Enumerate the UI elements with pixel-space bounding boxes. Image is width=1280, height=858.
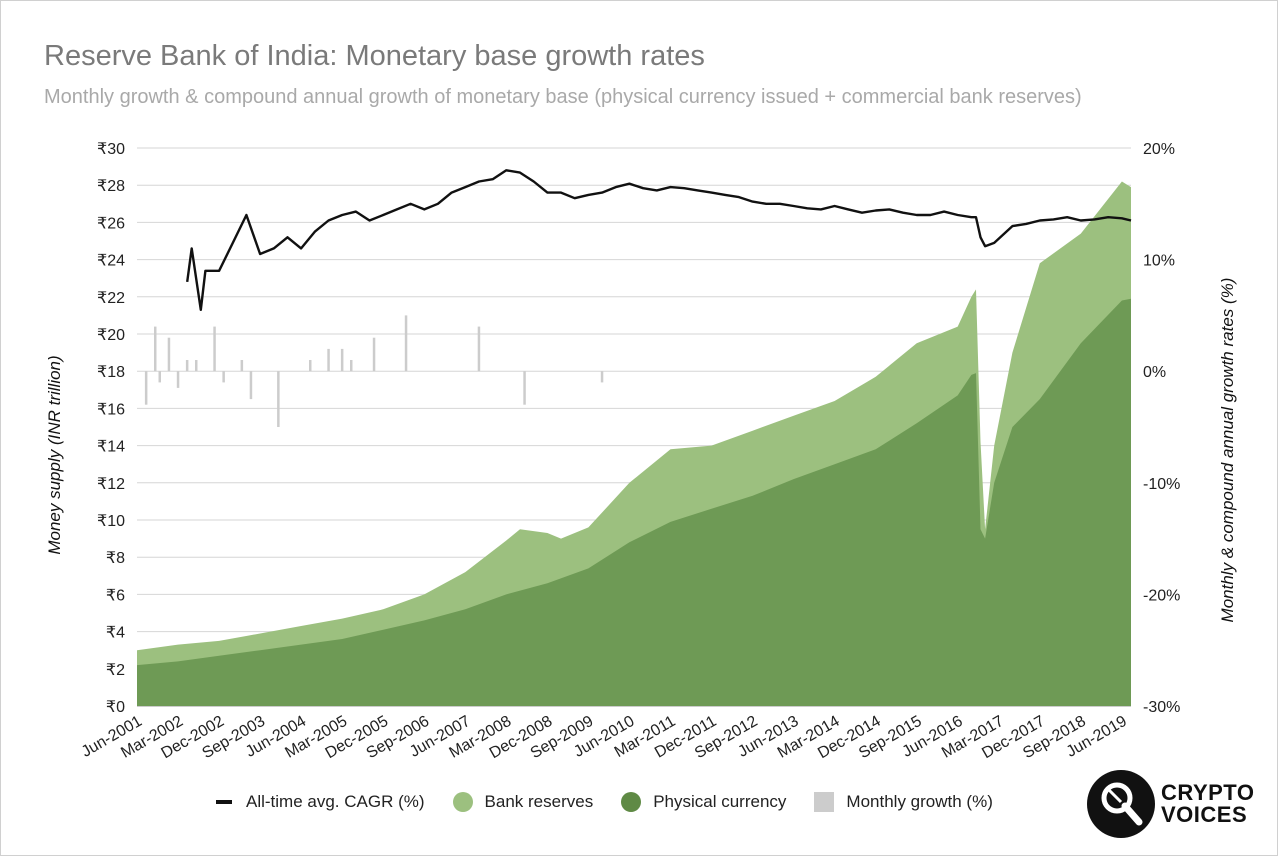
monthly-growth-bar [249,371,253,400]
y-tick-left: ₹16 [97,401,125,418]
y-tick-right: 10% [1143,253,1175,270]
y-tick-right: 20% [1143,141,1175,158]
monthly-growth-bar [309,360,312,372]
logo-text-line2: VOICES [1161,802,1248,827]
legend-label-monthly: Monthly growth (%) [846,792,993,811]
monthly-growth-bar [277,371,280,427]
y-tick-left: ₹8 [106,550,125,567]
monthly-growth-bar [154,326,157,372]
y-tick-left: ₹24 [97,253,125,270]
legend-item-currency: Physical currency [621,792,786,812]
monthly-growth-bar [195,360,198,372]
legend-item-monthly: Monthly growth (%) [814,792,993,812]
y-axis-right-label: Monthly & compound annual growth rates (… [1218,278,1237,623]
monthly-growth-bar [176,371,180,388]
monthly-growth-bar [167,337,171,372]
y-tick-left: ₹0 [106,699,125,716]
y-tick-left: ₹28 [97,178,125,195]
physical-currency-area [137,298,1131,706]
cagr-line-group [186,169,1132,311]
area-series [137,181,1131,706]
monthly-growth-bar [404,315,408,372]
x-axis: Jun-2001Mar-2002Dec-2002Sep-2003Jun-2004… [79,713,1130,762]
monthly-growth-bar [144,371,148,405]
logo-text: CRYPTO VOICES [1161,782,1254,826]
monthly-growth-bar [340,348,344,372]
y-tick-left: ₹14 [97,439,125,456]
legend-label-currency: Physical currency [653,792,787,811]
logo-text-line1: CRYPTO [1161,780,1255,805]
monthly-growth-bar [240,360,244,372]
y-tick-right: -30% [1143,699,1180,716]
legend-label-reserves: Bank reserves [484,792,594,811]
monthly-growth-bar [350,360,353,372]
y-tick-right: 0% [1143,364,1166,381]
legend-swatch-monthly [814,792,835,812]
cagr-line [186,169,1132,311]
y-tick-left: ₹4 [106,625,125,642]
monthly-growth-bar [185,360,189,372]
y-axis-left: ₹0 ₹2 ₹4 ₹6 ₹8 ₹10 ₹12 ₹14 ₹16 ₹18 ₹20 ₹22 ₹24 ₹26 ₹28… [97,141,125,716]
crypto-voices-logo: CRYPTO VOICES [1087,770,1254,838]
monthly-growth-bar [158,371,161,383]
monthly-growth-bar [327,348,330,372]
y-tick-left: ₹2 [106,662,125,679]
monthly-growth-bar [372,337,376,372]
monthly-growth-bar [523,371,526,405]
legend: All-time avg. CAGR (%) Bank reserves Phy… [216,792,1021,812]
y-tick-left: ₹30 [97,141,125,158]
monthly-growth-bars [144,315,604,427]
y-axis-right: -30% -20% -10% 0% 10% 20% [1143,141,1180,716]
logo-mark-icon [1087,770,1155,838]
legend-label-cagr: All-time avg. CAGR (%) [246,792,425,811]
y-axis-left-label: Money supply (INR trillion) [45,355,64,554]
y-tick-left: ₹22 [97,290,125,307]
monthly-growth-bar [600,371,604,383]
legend-swatch-cagr [216,800,232,804]
y-tick-left: ₹6 [106,587,125,604]
chart-title: Reserve Bank of India: Monetary base gro… [44,40,705,72]
y-tick-right: -10% [1143,476,1180,493]
y-tick-left: ₹18 [97,364,125,381]
legend-swatch-currency [621,792,642,812]
monthly-growth-bar [213,326,216,372]
y-tick-left: ₹26 [97,215,125,232]
legend-item-reserves: Bank reserves [452,792,594,812]
monthly-growth-bar [222,371,225,383]
y-tick-left: ₹12 [97,476,125,493]
chart-subtitle: Monthly growth & compound annual growth … [44,86,1082,108]
y-tick-left: ₹20 [97,327,125,344]
y-tick-left: ₹10 [97,513,125,530]
monthly-growth-bar [477,326,481,372]
legend-item-cagr: All-time avg. CAGR (%) [216,792,425,812]
y-tick-right: -20% [1143,587,1180,604]
legend-swatch-reserves [452,792,473,812]
